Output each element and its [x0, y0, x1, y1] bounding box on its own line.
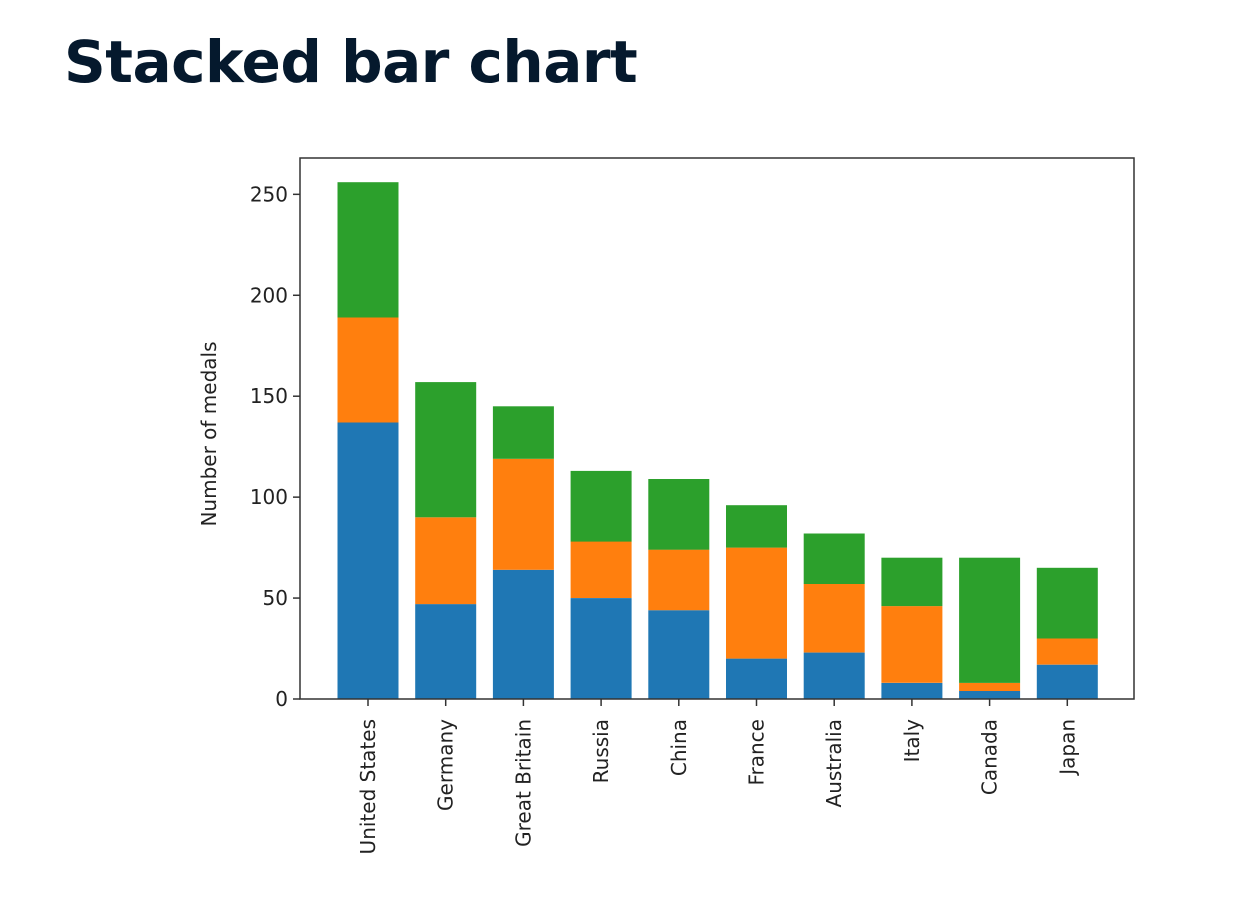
x-tick-label: China [667, 719, 691, 776]
x-tick-label: United States [356, 719, 380, 854]
bar-segment-3 [570, 470, 632, 542]
bar-segment-1 [492, 569, 554, 699]
bar-segment-1 [337, 422, 399, 699]
bar-segment-1 [959, 690, 1021, 699]
bar-segment-3 [648, 479, 710, 550]
bar-segment-1 [803, 652, 865, 699]
x-axis: United States Germany Great Britain Russia C… [356, 699, 1079, 854]
bar-segment-2 [1036, 638, 1098, 665]
y-tick-label: 250 [250, 182, 288, 206]
x-tick-label: Japan [1055, 719, 1079, 777]
bar-segment-3 [803, 533, 865, 584]
y-tick-label: 150 [250, 384, 288, 408]
x-tick-label: Germany [434, 719, 458, 811]
y-tick-label: 0 [275, 687, 288, 711]
y-axis: 0 50 100 150 200 250 [250, 182, 300, 711]
x-tick-label: France [745, 719, 769, 786]
bar-segment-3 [1036, 567, 1098, 639]
bar-segment-2 [803, 583, 865, 653]
bar-segment-3 [959, 557, 1021, 683]
bar-segment-3 [415, 382, 477, 518]
bar-segment-1 [415, 604, 477, 699]
bars-layer [337, 182, 1098, 699]
bar-segment-3 [492, 406, 554, 459]
bar-segment-1 [648, 610, 710, 699]
bar-segment-2 [415, 517, 477, 605]
bar-segment-2 [881, 606, 943, 683]
y-axis-label: Number of medals [197, 341, 221, 526]
x-tick-label: Great Britain [511, 719, 535, 847]
bar-segment-1 [726, 658, 787, 699]
y-tick-label: 100 [250, 485, 288, 509]
bar-segment-2 [648, 549, 710, 611]
x-tick-label: Australia [822, 719, 846, 807]
plot-frame [299, 157, 1135, 700]
bar-segment-1 [570, 598, 632, 699]
bar-segment-2 [337, 317, 399, 423]
bar-segment-2 [492, 458, 554, 570]
bar-segment-2 [959, 682, 1021, 691]
bar-segment-1 [1036, 664, 1098, 699]
page-title: Stacked bar chart [64, 28, 638, 96]
y-tick-label: 50 [263, 586, 288, 610]
x-tick-label: Canada [978, 719, 1002, 795]
bar-segment-2 [726, 547, 787, 659]
bar-segment-3 [881, 557, 943, 607]
bar-segment-3 [337, 182, 399, 318]
bar-segment-2 [570, 541, 632, 598]
x-tick-label: Russia [589, 719, 613, 783]
y-tick-label: 200 [250, 283, 288, 307]
bar-segment-1 [881, 682, 943, 699]
bar-segment-3 [726, 505, 787, 548]
x-tick-label: Italy [900, 719, 924, 763]
